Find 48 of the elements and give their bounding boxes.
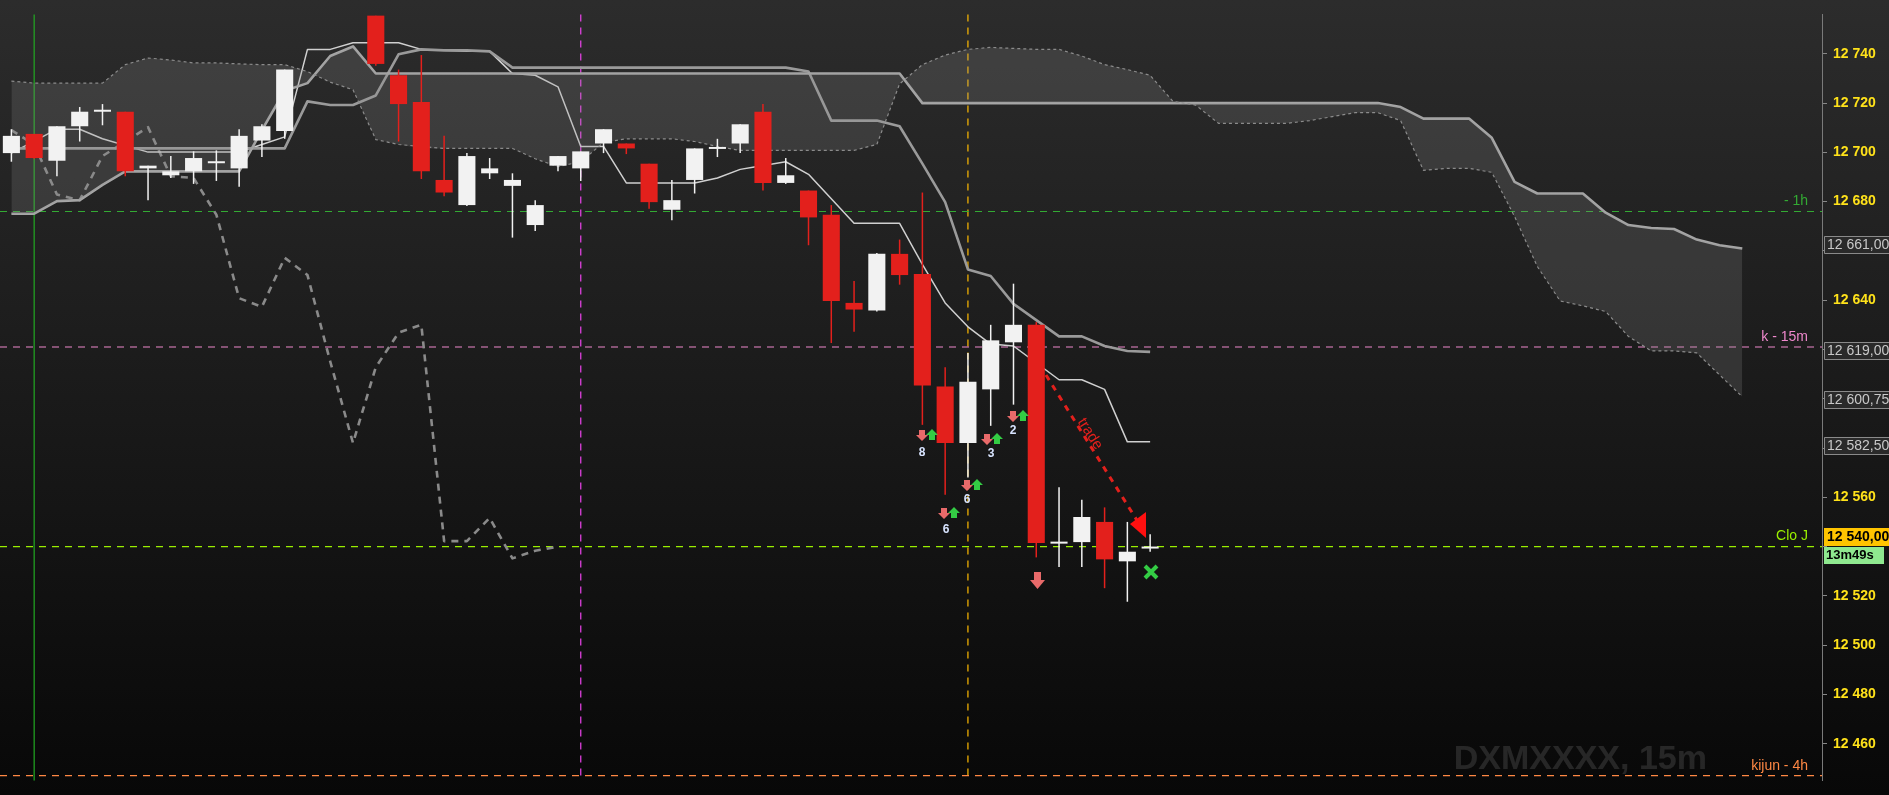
candlestick [162, 155, 180, 179]
y-tick-label: 12 680 [1833, 192, 1877, 209]
candlestick [1118, 521, 1136, 603]
text: 12 582,50 [1827, 436, 1889, 453]
text: 13m49s [1826, 546, 1874, 562]
annotation: 6 [963, 492, 971, 507]
y-tick-label: 12 640 [1833, 291, 1877, 308]
y-tick-label: 12 560 [1833, 488, 1877, 505]
candlestick [572, 150, 590, 182]
candlestick [731, 123, 749, 154]
ref-line-label: Clo J [1776, 527, 1808, 544]
candlestick [1050, 486, 1068, 568]
ref-line-label: - 1h [1783, 192, 1808, 209]
candlestick [595, 128, 613, 154]
candlestick [481, 157, 499, 180]
y-tick-label: 12 500 [1833, 635, 1877, 652]
candlestick [708, 138, 726, 158]
candlestick [1141, 533, 1159, 553]
annotation: 3 [987, 446, 995, 461]
candlestick [185, 150, 203, 185]
y-tick-label: 12 520 [1833, 586, 1877, 603]
text: 12 661,00 [1827, 235, 1889, 252]
candlestick [891, 238, 909, 286]
text: 12 540,00 [1827, 527, 1889, 544]
candlestick [777, 157, 795, 185]
ref-line-label: kijun - 4h [1751, 756, 1808, 773]
y-tick-label: 12 740 [1833, 44, 1877, 61]
text: 12 619,00 [1827, 341, 1889, 358]
annotation: 8 [918, 445, 926, 460]
y-tick-label: 12 700 [1833, 143, 1877, 160]
ref-line-label: k - 15m [1761, 327, 1808, 344]
candlestick [207, 149, 225, 182]
candlestick [93, 103, 112, 127]
candlestick [526, 199, 544, 232]
candlestick [71, 106, 89, 143]
y-tick-label: 12 460 [1833, 734, 1877, 751]
y-tick-label: 12 480 [1833, 685, 1877, 702]
candlestick [663, 179, 681, 222]
candlestick [845, 280, 863, 333]
annotation: 6 [942, 522, 950, 537]
annotation: 2 [1009, 423, 1017, 438]
y-tick-label: 12 720 [1833, 93, 1877, 110]
candlestick [435, 135, 453, 197]
text: 12 600,75 [1827, 390, 1889, 407]
candlestick [1004, 282, 1023, 406]
candlestick [2, 128, 20, 163]
candlestick [253, 123, 271, 158]
candlestick [503, 172, 521, 239]
